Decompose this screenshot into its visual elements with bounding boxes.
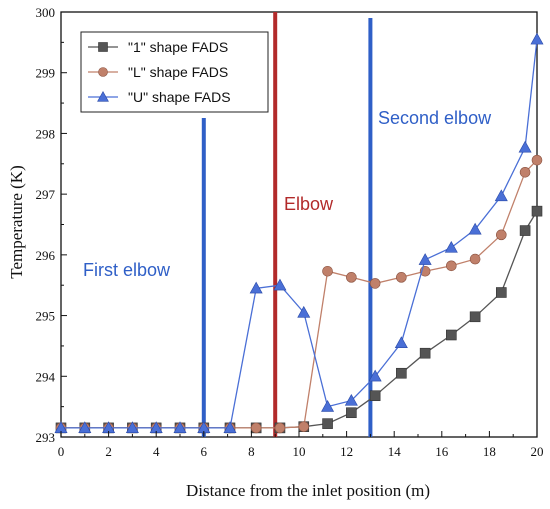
data-point bbox=[444, 240, 458, 253]
legend-item: "U" shape FADS bbox=[88, 89, 231, 105]
x-tick-label: 0 bbox=[58, 444, 65, 459]
data-point bbox=[418, 253, 432, 265]
data-point bbox=[495, 287, 507, 298]
data-point bbox=[519, 166, 531, 178]
reference-label: Elbow bbox=[284, 194, 334, 214]
data-point bbox=[494, 189, 508, 202]
data-point bbox=[446, 329, 457, 341]
legend-item: "L" shape FADS bbox=[88, 64, 228, 80]
reference-labels: First elbow Elbow Second elbow bbox=[83, 108, 492, 280]
data-point bbox=[173, 421, 187, 433]
data-point bbox=[344, 393, 358, 406]
reference-label: Second elbow bbox=[378, 108, 492, 128]
data-point bbox=[531, 205, 543, 217]
data-point bbox=[531, 154, 543, 166]
legend-label: "L" shape FADS bbox=[128, 64, 228, 80]
legend-label: "U" shape FADS bbox=[128, 89, 231, 105]
reference-lines bbox=[201, 12, 373, 437]
data-point bbox=[321, 400, 335, 412]
x-tick-label: 18 bbox=[483, 444, 496, 459]
y-tick-label: 296 bbox=[36, 248, 56, 263]
y-tick-label: 295 bbox=[36, 309, 56, 324]
data-point bbox=[519, 225, 531, 236]
y-tick-label: 297 bbox=[36, 187, 56, 202]
data-point bbox=[125, 421, 139, 433]
data-point bbox=[368, 369, 382, 382]
data-point bbox=[469, 253, 481, 265]
data-point bbox=[369, 278, 381, 289]
y-tick-label: 300 bbox=[36, 5, 56, 20]
x-tick-label: 8 bbox=[248, 444, 255, 459]
y-tick-label: 299 bbox=[36, 66, 56, 81]
legend: "1" shape FADS "L" shape FADS "U" shape FA… bbox=[80, 31, 269, 113]
data-point bbox=[468, 222, 482, 235]
data-point bbox=[297, 305, 311, 318]
data-point bbox=[346, 272, 357, 283]
data-point bbox=[419, 347, 431, 359]
x-tick-label: 14 bbox=[388, 444, 402, 459]
x-tick-label: 16 bbox=[435, 444, 449, 459]
y-tick-label: 293 bbox=[36, 430, 56, 445]
legend-item: "1" shape FADS bbox=[88, 39, 228, 55]
data-point bbox=[298, 421, 310, 432]
data-point bbox=[518, 140, 532, 153]
data-point bbox=[273, 278, 287, 291]
y-axis-title: Temperature (K) bbox=[7, 165, 26, 279]
x-tick-label: 10 bbox=[293, 444, 306, 459]
x-tick-label: 4 bbox=[153, 444, 160, 459]
data-point bbox=[249, 281, 263, 294]
legend-swatch-marker bbox=[97, 90, 109, 102]
axes: 0 2 4 6 8 10 12 14 16 18 20 293 294 295 296 297 298 299 30… bbox=[36, 5, 544, 459]
x-tick-label: 20 bbox=[531, 444, 544, 459]
series-group bbox=[54, 32, 544, 433]
y-tick-label: 298 bbox=[36, 126, 56, 141]
x-tick-label: 6 bbox=[201, 444, 208, 459]
y-tick-label: 294 bbox=[36, 369, 56, 384]
data-point bbox=[369, 390, 381, 402]
series-layer bbox=[54, 32, 544, 434]
data-point bbox=[530, 32, 544, 45]
data-point bbox=[394, 336, 408, 348]
data-point bbox=[396, 272, 407, 283]
data-point bbox=[78, 421, 92, 433]
reference-label: First elbow bbox=[83, 260, 171, 280]
legend-label: "1" shape FADS bbox=[128, 39, 228, 55]
x-tick-label: 2 bbox=[105, 444, 112, 459]
data-point bbox=[396, 367, 407, 379]
data-point bbox=[322, 418, 333, 429]
x-axis-title: Distance from the inlet position (m) bbox=[186, 481, 430, 500]
data-point bbox=[469, 311, 481, 323]
data-point bbox=[446, 260, 457, 272]
legend-swatch-marker bbox=[98, 67, 108, 77]
data-point bbox=[495, 229, 507, 241]
legend-swatch-marker bbox=[98, 42, 108, 52]
data-point bbox=[223, 421, 237, 433]
data-point bbox=[322, 265, 333, 277]
data-point bbox=[250, 422, 262, 434]
x-tick-label: 12 bbox=[340, 444, 353, 459]
data-point bbox=[346, 407, 357, 419]
data-point bbox=[274, 422, 286, 434]
